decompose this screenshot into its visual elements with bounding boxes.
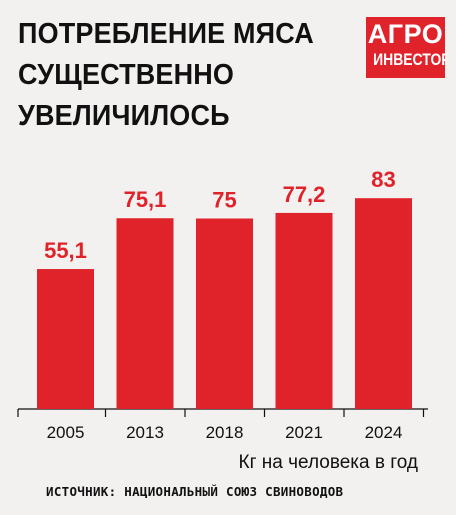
logo-line-2: ИНВЕСТОР	[373, 50, 445, 69]
bar-2018	[196, 218, 253, 409]
x-tick-label-2021: 2021	[285, 423, 323, 442]
title-line-1: ПОТРЕБЛЕНИЕ МЯСА	[18, 18, 314, 50]
logo-line-1: АГРО	[367, 19, 444, 49]
value-label-2021: 77,2	[283, 182, 326, 207]
unit-label: Кг на человека в год	[238, 452, 418, 473]
x-tick-label-2005: 2005	[47, 423, 85, 442]
value-label-2018: 75	[212, 188, 236, 213]
bar-2005	[37, 269, 94, 409]
value-label-2013: 75,1	[124, 187, 167, 212]
source-note: ИСТОЧНИК: НАЦИОНАЛЬНЫЙ СОЮЗ СВИНОВОДОВ	[46, 484, 344, 499]
agroinvestor-logo: АГРО ИНВЕСТОР	[366, 17, 445, 78]
bar-2013	[116, 218, 174, 409]
x-tick-label-2018: 2018	[206, 423, 244, 442]
bar-2024	[355, 198, 412, 409]
title-line-3: УВЕЛИЧИЛОСЬ	[18, 100, 230, 132]
title-line-2: СУЩЕСТВЕННО	[18, 59, 235, 91]
x-tick-label-2024: 2024	[365, 423, 403, 442]
bar-2021	[275, 212, 333, 409]
x-tick-label-2013: 2013	[126, 423, 164, 442]
chart-title: ПОТРЕБЛЕНИЕ МЯСА СУЩЕСТВЕННО УВЕЛИЧИЛОСЬ	[18, 14, 334, 137]
value-label-2024: 83	[371, 167, 395, 192]
value-label-2005: 55,1	[44, 238, 87, 263]
